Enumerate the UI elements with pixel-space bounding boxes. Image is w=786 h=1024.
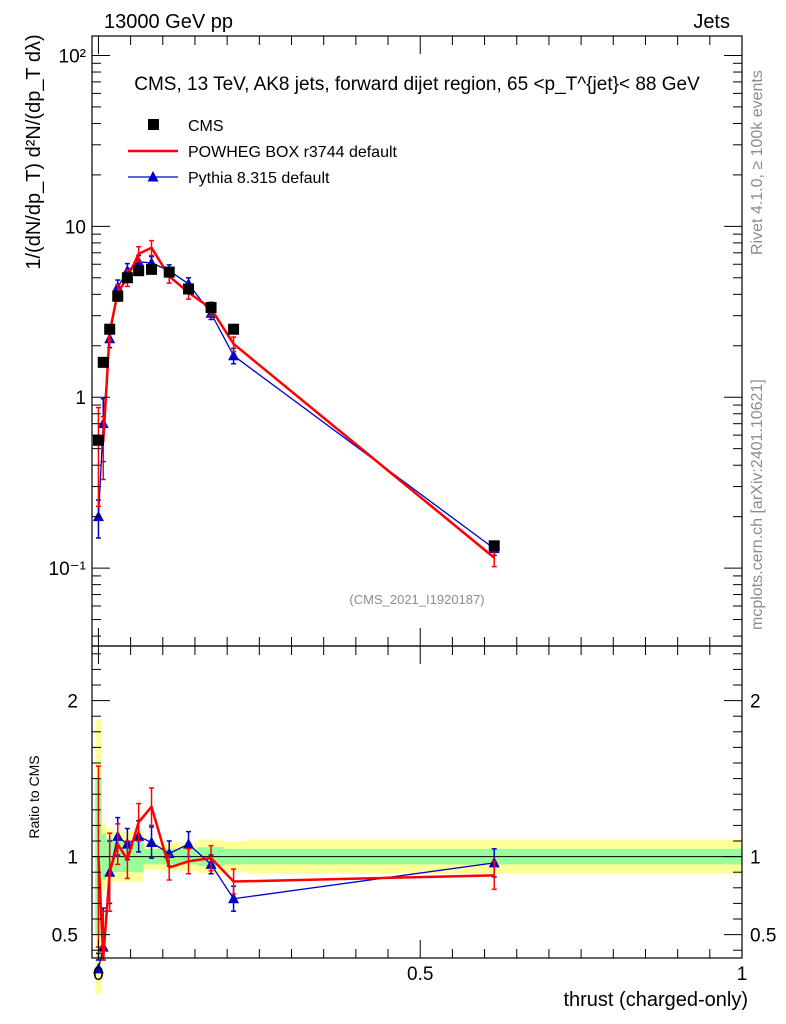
cms-point [163, 266, 175, 278]
ratio-y-tick-label-right: 2 [750, 692, 761, 713]
ratio-pythia-point [183, 838, 195, 849]
mcplots-label: mcplots.cern.ch [arXiv:2401.10621] [749, 379, 766, 630]
cms-point [112, 290, 124, 302]
cms-point [146, 263, 158, 275]
cms-point [104, 323, 116, 335]
cms-point [488, 540, 500, 552]
legend-label-cms: CMS [188, 118, 224, 135]
x-tick-label: 1 [737, 964, 748, 985]
ratio-pythia-point [228, 892, 240, 904]
legend-label-pythia: Pythia 8.315 default [188, 170, 330, 187]
ratio-panel: 0 0.5 10.5 0.51 12 2 [52, 645, 776, 994]
cms-point [92, 434, 104, 446]
main-y-tick-label: 10 [65, 217, 86, 238]
x-axis-label: thrust (charged-only) [563, 989, 748, 1011]
legend: CMS POWHEG BOX r3744 default Pythia 8.315 … [128, 118, 398, 187]
main-y-tick-label: 1 [75, 388, 86, 409]
ratio-pythia-point [146, 836, 158, 848]
ratio-powheg-line [97, 805, 495, 960]
legend-marker-pythia [147, 171, 159, 182]
chart-title: CMS, 13 TeV, AK8 jets, forward dijet reg… [134, 74, 700, 95]
ratio-y-tick-label-right: 0.5 [750, 926, 776, 947]
pythia-point [228, 349, 240, 361]
ratio-y-tick-label: 1 [67, 848, 78, 869]
powheg-line [98, 246, 496, 559]
cms-point [121, 272, 133, 284]
ratio-frame [91, 645, 743, 959]
rivet-label: Rivet 4.1.0, ≥ 100k events [749, 70, 766, 255]
cms-point [97, 356, 109, 368]
main-panel: 10⁻¹ 1 10 10² CMS, 13 TeV, AK8 jets, forward… [23, 34, 743, 647]
x-tick-label: 0 [93, 964, 104, 985]
pythia-line [97, 261, 495, 550]
main-y-tick-label: 10⁻¹ [49, 559, 87, 580]
legend-marker-cms [148, 119, 159, 130]
legend-label-powheg: POWHEG BOX r3744 default [188, 144, 398, 161]
ratio-y-tick-label: 2 [67, 692, 78, 713]
pythia-point [92, 510, 104, 522]
cms-point [205, 302, 217, 314]
header-left: 13000 GeV pp [104, 11, 233, 33]
cms-point [183, 283, 195, 295]
text-layer: 13000 GeV pp Jets Rivet 4.1.0, ≥ 100k ev… [26, 11, 766, 1011]
x-tick-label: 0.5 [407, 964, 433, 985]
cms-point [228, 323, 240, 335]
cms-point [133, 265, 145, 277]
ratio-y-tick-label-right: 1 [750, 848, 761, 869]
ratio-y-tick-label: 0.5 [52, 926, 78, 947]
analysis-id: (CMS_2021_I1920187) [349, 592, 484, 607]
main-y-tick-label: 10² [59, 46, 86, 67]
ratio-pythia-point [92, 962, 104, 974]
ratio-y-axis-label: Ratio to CMS [26, 755, 42, 838]
header-right: Jets [693, 11, 730, 33]
main-y-axis-label: 1/(dN/dp_T) d²N/(dp_T dλ) [23, 34, 45, 269]
